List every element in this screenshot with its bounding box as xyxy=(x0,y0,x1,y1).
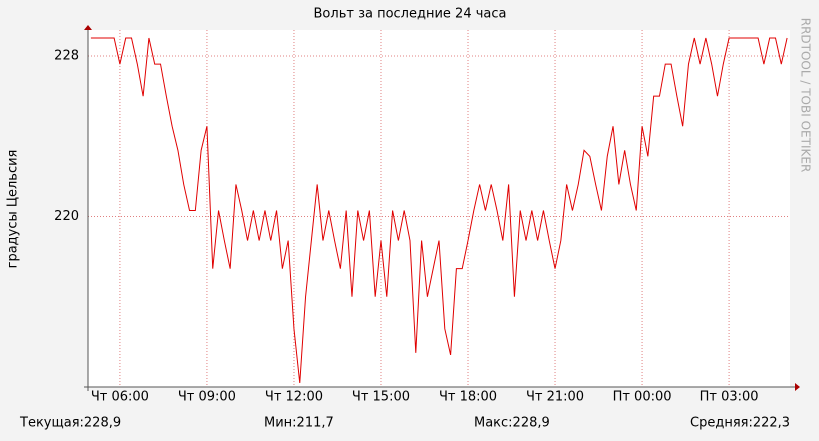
summary-stat: Макс:228,9 xyxy=(474,416,550,431)
watermark: RRDTOOL / TOBI OETIKER xyxy=(799,18,813,173)
summary-stat: Текущая:228,9 xyxy=(19,416,121,431)
y-tick-label: 228 xyxy=(54,49,79,64)
summary-stat: Средняя:222,3 xyxy=(690,416,790,431)
x-tick-label: Пт 00:00 xyxy=(613,390,672,405)
x-tick-label: Чт 12:00 xyxy=(265,390,323,405)
y-axis-title: градусы Цельсия xyxy=(6,150,21,269)
x-tick-label: Чт 15:00 xyxy=(352,390,410,405)
line xyxy=(90,37,788,384)
x-arrow xyxy=(795,383,800,391)
plot-area xyxy=(88,30,790,387)
x-tick-label: Чт 18:00 xyxy=(439,390,497,405)
x-tick-label: Чт 06:00 xyxy=(91,390,149,405)
chart-title: Вольт за последние 24 часа xyxy=(314,7,507,22)
x-tick-label: Пт 03:00 xyxy=(700,390,759,405)
x-tick-label: Чт 09:00 xyxy=(178,390,236,405)
summary-stat: Мин:211,7 xyxy=(264,416,334,431)
y-tick-label: 220 xyxy=(54,209,79,224)
x-tick-label: Чт 21:00 xyxy=(526,390,584,405)
y-arrow xyxy=(84,25,92,30)
